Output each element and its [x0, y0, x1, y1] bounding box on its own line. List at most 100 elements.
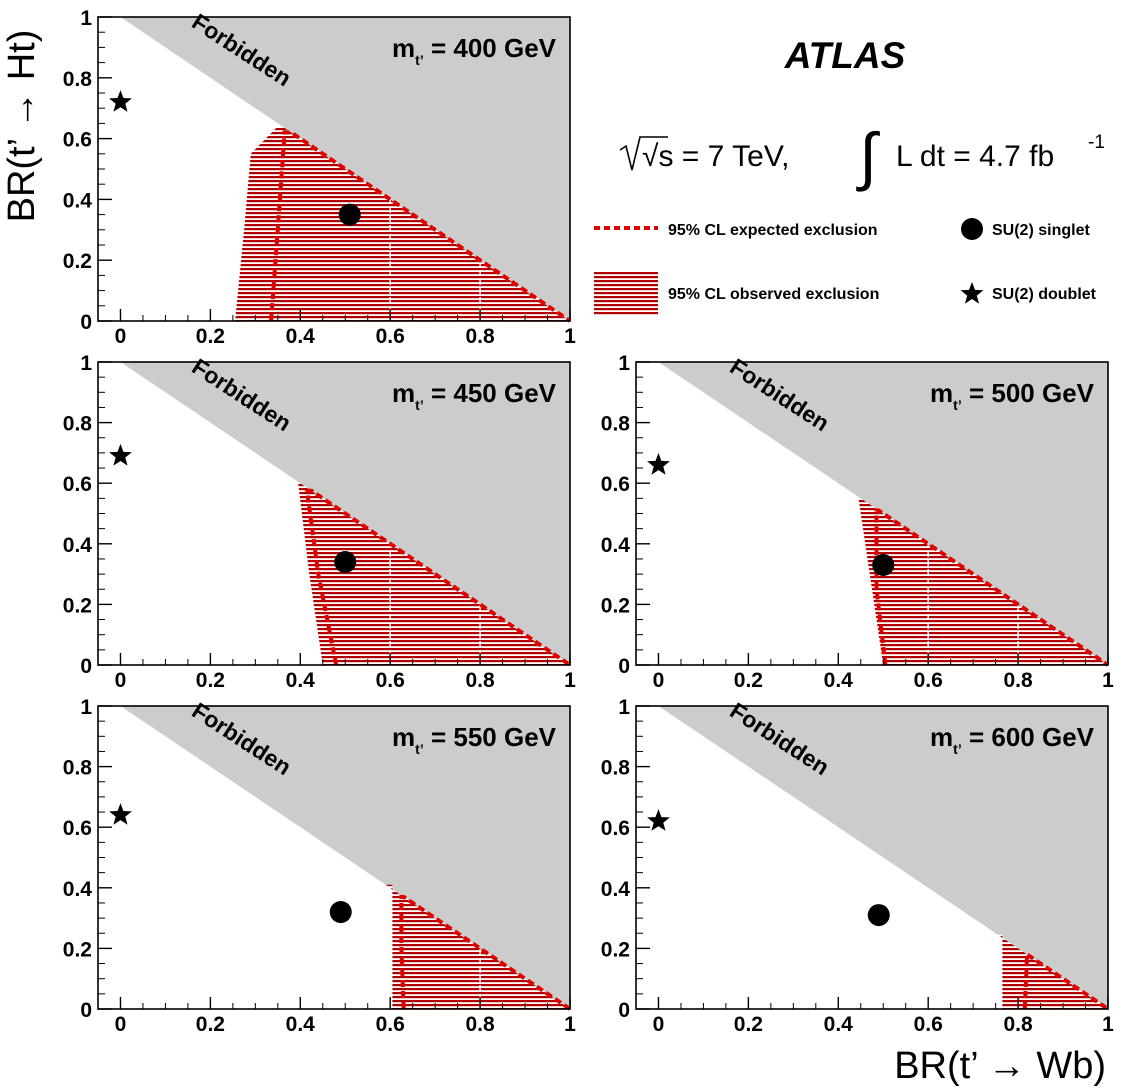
- x-tick-label: 0.4: [286, 1013, 316, 1036]
- y-tick-label: 0.8: [63, 757, 93, 780]
- y-tick-label: 0.4: [63, 878, 93, 901]
- x-tick-label: 0.4: [286, 325, 316, 348]
- x-axis: 0 0.2 0.4 0.6 0.8 1: [97, 653, 576, 692]
- mass-title: mt’ = 550 GeV: [392, 722, 557, 757]
- y-tick-label: 0: [618, 999, 630, 1022]
- x-tick-label: 0.4: [286, 669, 316, 692]
- panel-1: 0 0.2 0.4 0.6 0.8 100.20.40.60.81 Forbidden mt’…: [63, 7, 576, 348]
- y-tick-label: 0.4: [601, 534, 631, 557]
- y-tick-label: 0.6: [63, 129, 92, 152]
- y-tick-label: 0.2: [63, 938, 92, 961]
- sqrt-symbol: [619, 136, 668, 171]
- singlet-marker: [334, 550, 357, 573]
- x-tick-label: 0: [115, 325, 127, 348]
- mass-subscript: t’: [415, 741, 424, 757]
- panel-5: 0 0.2 0.4 0.6 0.8 100.20.40.60.81 Forbidden mt’…: [601, 696, 1114, 1036]
- legend-doublet-label: SU(2) doublet: [992, 286, 1097, 303]
- x-tick-label: 1: [564, 1013, 576, 1036]
- x-tick-label: 0.8: [465, 669, 495, 692]
- doublet-marker: [647, 809, 670, 831]
- mass-subscript: t’: [953, 397, 962, 413]
- mass-symbol: m: [392, 378, 415, 408]
- forbidden-region: [658, 706, 1108, 1009]
- y-tick-label: 1: [618, 352, 630, 375]
- doublet-marker: [109, 803, 132, 825]
- x-tick-label: 0.8: [465, 325, 495, 348]
- x-tick-label: 0: [653, 1013, 665, 1036]
- x-tick-label: 0.6: [914, 669, 943, 692]
- y-tick-label: 0.6: [601, 817, 630, 840]
- expected-exclusion-contour: [399, 894, 572, 1011]
- mass-symbol: m: [392, 722, 415, 752]
- x-tick-label: 0: [653, 669, 665, 692]
- singlet-marker: [329, 901, 352, 924]
- mass-symbol: m: [930, 378, 953, 408]
- x-tick-label: 0.4: [824, 1013, 854, 1036]
- mass-symbol: m: [930, 722, 953, 752]
- x-tick-label: 0.8: [1003, 669, 1033, 692]
- observed-exclusion-region: [235, 126, 570, 322]
- x-tick-label: 0.2: [734, 669, 763, 692]
- mass-subscript: t’: [953, 741, 962, 757]
- x-tick-label: 0.8: [1003, 1013, 1033, 1036]
- y-tick-label: 0: [80, 999, 92, 1022]
- x-axis: 0 0.2 0.4 0.6 0.8 1: [97, 309, 576, 348]
- mass-title: mt’ = 400 GeV: [392, 33, 557, 68]
- y-tick-label: 0.2: [63, 594, 92, 617]
- mass-subscript: t’: [415, 52, 424, 68]
- y-tick-label: 1: [80, 696, 92, 719]
- legend-doublet-marker: [960, 282, 984, 304]
- x-tick-label: 0.2: [734, 1013, 763, 1036]
- energy-label: √s = 7 TeV,: [642, 140, 789, 173]
- panels: 0 0.2 0.4 0.6 0.8 100.20.40.60.81 Forbidden mt’…: [63, 7, 1114, 1036]
- x-axis-title: BR(t’ → Wb): [894, 1045, 1106, 1087]
- y-tick-label: 1: [80, 7, 92, 30]
- x-tick-label: 0.4: [824, 669, 854, 692]
- expected-exclusion-contour: [304, 488, 572, 667]
- doublet-marker: [647, 453, 670, 475]
- mass-value: = 450 GeV: [424, 378, 557, 408]
- y-axis-title: BR(t’ → Ht): [1, 30, 43, 223]
- y-axis: 0 0.2 0.4 0.6 0.8 1: [601, 352, 650, 678]
- mass-title: mt’ = 450 GeV: [392, 378, 557, 413]
- singlet-marker: [338, 203, 361, 226]
- legend-expected-label: 95% CL expected exclusion: [668, 222, 878, 239]
- doublet-marker: [109, 90, 132, 112]
- x-axis: 0 0.2 0.4 0.6 0.8 1: [635, 997, 1114, 1036]
- panel-4: 0 0.2 0.4 0.6 0.8 100.20.40.60.81 Forbidden mt’…: [63, 696, 576, 1036]
- legend-observed-swatch: [594, 272, 658, 316]
- y-tick-label: 1: [618, 696, 630, 719]
- x-tick-label: 0.2: [196, 1013, 225, 1036]
- y-tick-label: 0: [618, 655, 630, 678]
- x-tick-label: 0.6: [914, 1013, 943, 1036]
- integral-symbol: ∫: [855, 120, 880, 192]
- x-tick-label: 0: [115, 1013, 127, 1036]
- expected-exclusion-contour: [874, 508, 1110, 667]
- x-tick-label: 1: [1102, 669, 1114, 692]
- y-tick-label: 0.8: [63, 413, 93, 436]
- y-tick-label: 0.2: [63, 250, 92, 273]
- mass-title: mt’ = 500 GeV: [930, 378, 1095, 413]
- y-tick-label: 0.4: [63, 534, 93, 557]
- y-tick-label: 0.6: [601, 473, 630, 496]
- legend-singlet-label: SU(2) singlet: [992, 222, 1090, 239]
- legend-singlet-marker: [961, 218, 983, 240]
- y-tick-label: 0.2: [601, 594, 630, 617]
- legend: 95% CL expected exclusion 95% CL observe…: [594, 218, 1097, 316]
- x-tick-label: 1: [564, 325, 576, 348]
- panel-3: 0 0.2 0.4 0.6 0.8 100.20.40.60.81 Forbidden mt’…: [601, 352, 1114, 692]
- mass-value: = 400 GeV: [424, 33, 557, 63]
- y-tick-label: 0.8: [601, 757, 631, 780]
- luminosity-exponent: -1: [1088, 132, 1105, 153]
- x-axis: 0 0.2 0.4 0.6 0.8 1: [97, 997, 576, 1036]
- y-tick-label: 0.4: [63, 189, 93, 212]
- y-tick-label: 0.2: [601, 938, 630, 961]
- y-tick-label: 0: [80, 655, 92, 678]
- y-axis: 0 0.2 0.4 0.6 0.8 1: [63, 352, 112, 678]
- singlet-marker: [867, 904, 890, 927]
- y-axis: 0 0.2 0.4 0.6 0.8 1: [601, 696, 650, 1022]
- y-tick-label: 0.8: [601, 413, 631, 436]
- x-tick-label: 0.8: [465, 1013, 495, 1036]
- singlet-marker: [872, 554, 895, 577]
